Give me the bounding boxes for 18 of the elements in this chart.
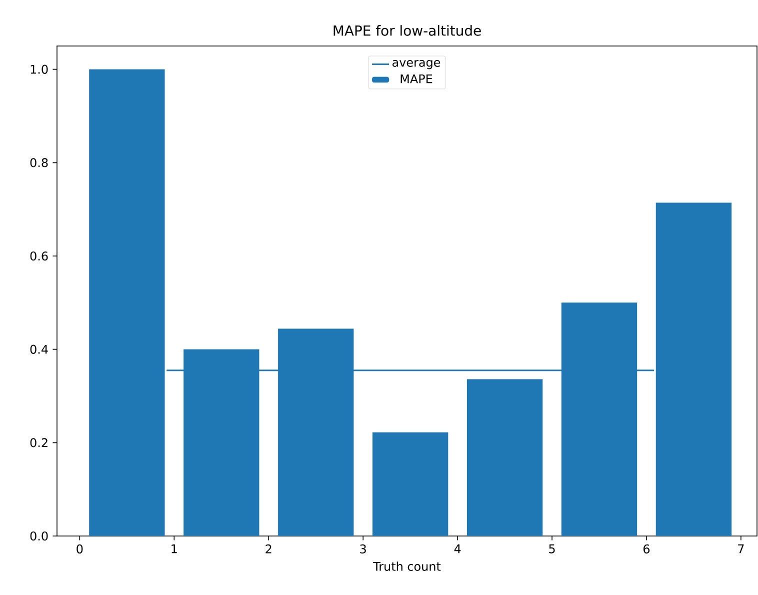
- x-tick-label: 1: [172, 544, 177, 554]
- y-tick-label: 0.4: [30, 344, 48, 354]
- y-tick-label: 0.8: [30, 158, 48, 168]
- x-tick-label: 2: [266, 544, 272, 554]
- legend-label: MAPE: [400, 74, 432, 84]
- legend-label: average: [392, 60, 440, 70]
- x-tick-label: 3: [360, 544, 366, 554]
- y-tick-label: 0.0: [30, 531, 48, 541]
- y-tick-label: 0.2: [30, 438, 48, 448]
- chart-title: MAPE for low-altitude: [334, 25, 481, 36]
- y-tick-label: 0.6: [30, 251, 48, 261]
- x-tick-label: 7: [738, 544, 744, 554]
- x-tick-label: 4: [454, 544, 461, 554]
- x-tick-label: 6: [644, 544, 650, 554]
- y-tick-label: 1.0: [30, 64, 48, 74]
- x-axis-title: Truth count: [373, 562, 441, 571]
- x-tick-label: 5: [549, 544, 555, 554]
- x-tick-label: 0: [76, 544, 83, 554]
